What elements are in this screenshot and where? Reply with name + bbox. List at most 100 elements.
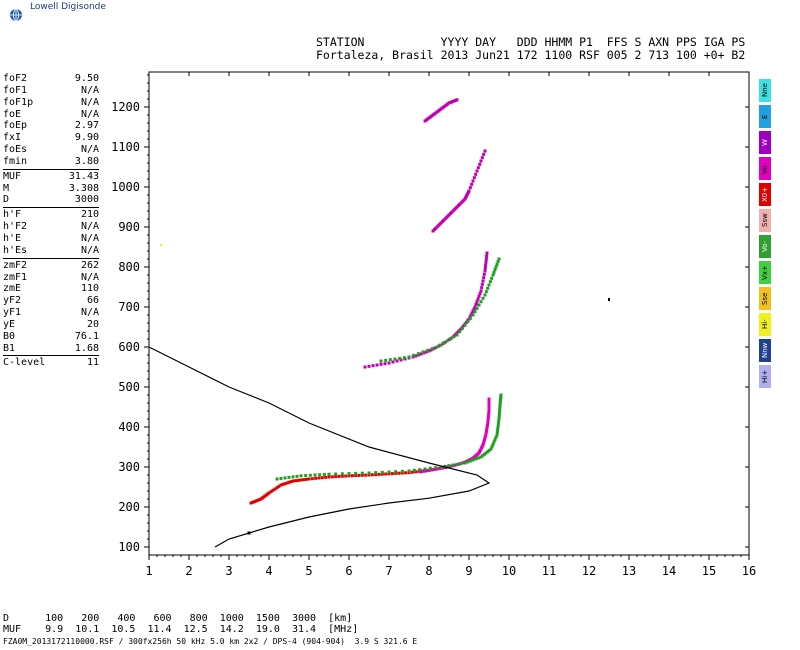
trace-point xyxy=(283,476,287,480)
legend-item: W xyxy=(759,131,771,154)
y-tick-label: 100 xyxy=(118,540,140,554)
param-value: 20 xyxy=(86,318,99,330)
param-value: 3000 xyxy=(74,194,99,206)
trace-point xyxy=(497,412,501,416)
trace-point xyxy=(488,280,492,284)
trace-point xyxy=(416,352,420,356)
trace-point xyxy=(380,470,384,474)
trace-point xyxy=(330,475,334,479)
trace-point xyxy=(461,461,465,465)
trace-point xyxy=(279,476,283,480)
trace-point xyxy=(314,476,318,480)
x-tick-label: 10 xyxy=(502,564,516,578)
param-label: zmF1 xyxy=(3,271,28,283)
trace-point xyxy=(480,282,484,286)
trace-point xyxy=(482,440,486,444)
trace-point xyxy=(486,421,490,425)
trace-point xyxy=(442,341,446,345)
trace-point xyxy=(397,471,401,475)
x-tick-label: 11 xyxy=(542,564,556,578)
param-row: foF1 N/A xyxy=(3,85,99,97)
trace-point xyxy=(334,472,338,476)
trace-point xyxy=(485,427,489,431)
trace-point xyxy=(481,296,485,300)
trace-point xyxy=(350,474,354,478)
footer-info: FZA0M_2013172110000.RSF / 300fx256h 50 k… xyxy=(3,637,418,646)
param-separator xyxy=(3,257,99,259)
trace-point xyxy=(455,98,459,102)
trace-point xyxy=(486,417,490,421)
trace-point xyxy=(473,310,477,314)
y-tick-label: 700 xyxy=(118,300,140,314)
trace-point xyxy=(479,300,483,304)
trace-point xyxy=(492,440,496,444)
param-label: foEp xyxy=(3,120,28,132)
x-tick-label: 16 xyxy=(742,564,756,578)
trace-point xyxy=(496,428,500,432)
trace-point xyxy=(299,474,303,478)
trace-point xyxy=(476,297,480,301)
muf-table-distance-row: D 100 200 400 600 800 1000 1500 3000 [km… xyxy=(3,613,353,624)
trace-point xyxy=(430,468,434,472)
trace-point xyxy=(267,491,271,495)
trace-point xyxy=(363,365,367,369)
param-separator xyxy=(3,355,99,357)
trace-point xyxy=(419,470,423,474)
trace-point xyxy=(487,448,491,452)
trace-point xyxy=(296,478,300,482)
trace-point xyxy=(497,417,501,421)
trace-point xyxy=(273,487,277,491)
ionogram-chart: 1 2 3 4 5 6 7 8 9 10 11 12 13 14 15 1610020030040050060… xyxy=(111,71,756,578)
trace-point xyxy=(498,409,502,413)
trace-point xyxy=(360,471,364,475)
trace-point xyxy=(458,330,462,334)
param-label: h'F2 xyxy=(3,221,28,233)
trace-point xyxy=(487,411,491,415)
trace-point xyxy=(483,149,487,153)
trace-point xyxy=(439,465,443,469)
x-tick-label: 4 xyxy=(265,564,272,578)
param-row: h'F 210 xyxy=(3,209,99,221)
param-label: foF1 xyxy=(3,84,28,96)
trace-point xyxy=(482,152,486,156)
trace-point xyxy=(367,364,371,368)
trace-point xyxy=(344,474,348,478)
trace-point xyxy=(400,471,404,475)
param-label: h'F xyxy=(3,209,22,221)
trace-point xyxy=(486,286,490,290)
muf-table-muf-row: MUF 9.9 10.1 10.5 11.4 12.5 14.2 19.0 31… xyxy=(3,624,359,635)
param-label: M xyxy=(3,182,10,194)
param-row: MUF 31.43 xyxy=(3,171,99,183)
legend: Nne E W Vo- X0+ Ssw Vo- Vx+ Sse Hi- Nnw Hi+ xyxy=(759,79,771,391)
trace-point xyxy=(472,176,476,180)
trace-point xyxy=(487,283,491,287)
param-row: zmF2 262 xyxy=(3,260,99,272)
param-row: h'E N/A xyxy=(3,233,99,245)
trace-point xyxy=(249,501,253,505)
param-value: 31.43 xyxy=(68,170,99,182)
logo: Lowell Digisonde xyxy=(8,2,208,24)
trace-point xyxy=(295,474,299,478)
trace-point xyxy=(487,401,491,405)
param-row: foF1p N/A xyxy=(3,97,99,109)
trace-point xyxy=(499,393,503,397)
trace-point xyxy=(432,467,436,471)
legend-item: X0+ xyxy=(759,183,771,206)
trace-point xyxy=(487,403,491,407)
trace-point xyxy=(468,459,472,463)
trace-point xyxy=(481,279,485,283)
trace-point xyxy=(487,409,491,413)
trace-point xyxy=(384,358,388,362)
trace-point xyxy=(494,265,498,269)
param-value: 76.1 xyxy=(74,330,99,342)
trace-point xyxy=(443,464,447,468)
trace-point xyxy=(294,479,298,483)
station-header-values: Fortaleza, Brasil 2013 Jun21 172 1100 RS… xyxy=(316,48,746,62)
trace-point xyxy=(317,476,321,480)
param-value: 210 xyxy=(80,209,99,221)
param-value: N/A xyxy=(80,271,99,283)
trace-point xyxy=(497,257,501,261)
trace-point xyxy=(384,472,388,476)
trace-point xyxy=(337,474,341,478)
trace-point xyxy=(485,251,489,255)
